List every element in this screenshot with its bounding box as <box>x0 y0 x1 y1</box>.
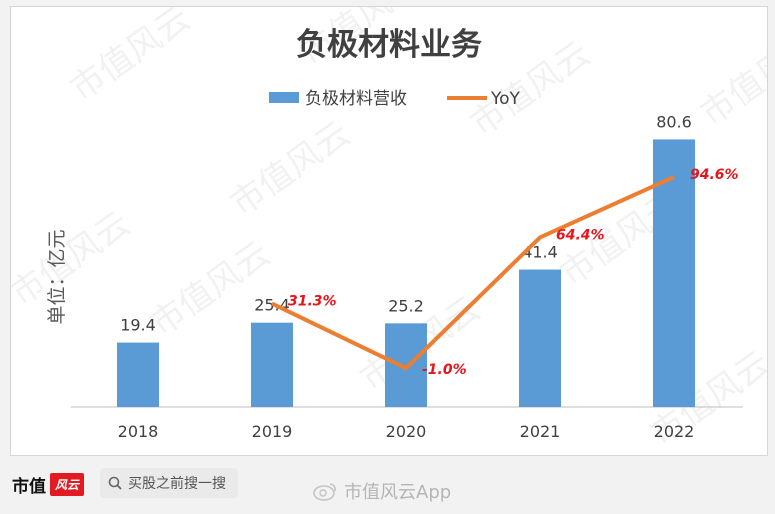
x-tick-label: 2020 <box>386 422 427 441</box>
watermark-text: 市值风云 <box>223 114 357 225</box>
legend-bar-swatch <box>269 92 299 103</box>
brand-name: 市值 <box>12 476 46 497</box>
bar-value-label: 19.4 <box>120 316 156 335</box>
bar-2020 <box>385 323 427 407</box>
x-tick-label: 2018 <box>118 422 159 441</box>
yoy-value-labels: 31.3% -1.0% 64.4% 94.6% <box>288 167 739 378</box>
legend-line-label: YoY <box>490 89 521 109</box>
watermark-text: 市值风云 <box>63 7 197 109</box>
yoy-line <box>271 175 675 371</box>
x-tick-label: 2019 <box>252 422 293 441</box>
bar-2021 <box>519 269 561 407</box>
footer: 市值 风云 买股之前搜一搜 市值风云App <box>0 462 775 514</box>
yoy-series <box>271 175 675 371</box>
bar-value-label: 25.2 <box>388 296 424 315</box>
yoy-value-label: 31.3% <box>288 294 337 310</box>
legend: 负极材料营收 YoY <box>269 89 521 109</box>
bar-2018 <box>117 342 159 407</box>
bar-2022 <box>653 139 695 407</box>
search-placeholder: 买股之前搜一搜 <box>128 476 226 492</box>
chart-frame: 市值风云市值风云市值风云市值风云市值风云市值风云市值风云市值风云市值风云市值风云… <box>10 6 768 456</box>
weibo-watermark: 市值风云App <box>312 478 451 504</box>
search-box[interactable]: 买股之前搜一搜 <box>100 468 238 498</box>
legend-bar-label: 负极材料营收 <box>305 89 407 109</box>
x-tick-label: 2022 <box>654 422 695 441</box>
x-axis-ticks: 2018 2019 2020 2021 2022 <box>118 422 695 441</box>
watermark-text: 市值风云 <box>693 24 767 135</box>
watermark-text: 市值风云 <box>463 34 597 145</box>
brand: 市值 风云 <box>12 470 85 498</box>
weibo-icon <box>313 483 336 501</box>
weibo-label: 市值风云App <box>344 482 452 503</box>
yoy-value-label: 64.4% <box>556 227 605 243</box>
brand-logo: 风云 <box>50 472 85 496</box>
bar-value-label: 80.6 <box>656 112 692 131</box>
chart: 市值风云市值风云市值风云市值风云市值风云市值风云市值风云市值风云市值风云市值风云… <box>11 7 767 454</box>
bar-series <box>117 139 695 407</box>
chart-title: 负极材料业务 <box>296 27 482 63</box>
bar-2019 <box>251 322 293 407</box>
yoy-value-label: 94.6% <box>690 167 739 183</box>
x-tick-label: 2021 <box>520 422 561 441</box>
watermark-text: 市值风云 <box>11 204 138 315</box>
y-axis-label: 单位：亿元 <box>46 229 68 324</box>
yoy-value-label: -1.0% <box>422 362 467 378</box>
search-icon <box>108 476 122 490</box>
